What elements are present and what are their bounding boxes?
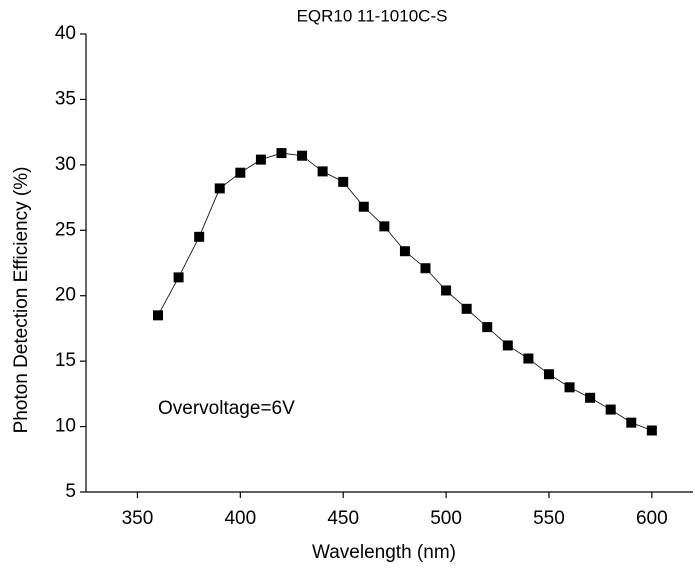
data-point (214, 183, 225, 194)
data-point (276, 148, 287, 159)
x-tick-label: 350 (122, 508, 154, 529)
data-point (543, 369, 554, 380)
data-point (646, 425, 657, 436)
y-tick-label: 15 (55, 350, 76, 371)
data-point (358, 201, 369, 212)
data-point (235, 167, 246, 178)
y-tick-label: 5 (65, 481, 76, 502)
x-tick-label: 450 (327, 508, 359, 529)
data-point (194, 231, 205, 242)
data-point (317, 166, 328, 177)
x-axis-label: Wavelength (nm) (312, 542, 456, 563)
data-point (482, 322, 493, 333)
y-tick-label: 35 (55, 88, 76, 109)
y-tick-label: 40 (55, 23, 76, 44)
data-point (626, 417, 637, 428)
annotation: Overvoltage=6V (158, 398, 295, 419)
data-point (338, 176, 349, 187)
y-tick-label: 20 (55, 285, 76, 306)
data-point (523, 353, 534, 364)
x-tick-label: 600 (636, 508, 668, 529)
data-point (173, 272, 184, 283)
data-point (255, 154, 266, 165)
data-point (420, 263, 431, 274)
data-point (441, 285, 452, 296)
y-axis-label: Photon Detection Efficiency (%) (11, 167, 32, 434)
data-point (379, 221, 390, 232)
data-point (297, 150, 308, 161)
y-tick-label: 25 (55, 219, 76, 240)
data-line (157, 152, 652, 431)
data-point (564, 382, 575, 393)
x-tick-label: 500 (430, 508, 462, 529)
data-point (461, 303, 472, 314)
data-point (605, 404, 616, 415)
y-tick-label: 30 (55, 154, 76, 175)
data-point (585, 392, 596, 403)
x-tick-label: 550 (533, 508, 565, 529)
data-point (399, 246, 410, 257)
x-tick-label: 400 (224, 508, 256, 529)
chart-title: EQR10 11-1010C-S (297, 6, 448, 25)
data-point (502, 340, 513, 351)
data-point (153, 310, 164, 321)
y-tick-label: 10 (55, 416, 76, 437)
